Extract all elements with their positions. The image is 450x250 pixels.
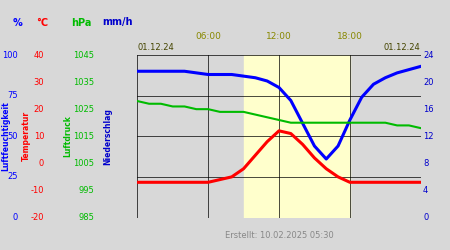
Text: -20: -20	[31, 213, 44, 222]
Text: 20: 20	[423, 78, 433, 86]
Text: 1015: 1015	[73, 132, 94, 141]
Text: 1025: 1025	[73, 105, 94, 114]
Text: 30: 30	[33, 78, 44, 86]
Text: 0: 0	[423, 213, 428, 222]
Text: 75: 75	[7, 91, 18, 100]
Bar	[243, 55, 350, 218]
Text: 1035: 1035	[73, 78, 94, 86]
Text: 01.12.24: 01.12.24	[384, 44, 421, 52]
Text: 0: 0	[39, 159, 44, 168]
Text: 12:00: 12:00	[266, 32, 292, 41]
Text: 24: 24	[423, 50, 433, 59]
Text: Luftfeuchtigkeit: Luftfeuchtigkeit	[1, 102, 10, 171]
Text: Temperatur: Temperatur	[22, 111, 31, 161]
Text: 25: 25	[8, 172, 18, 182]
Text: 1045: 1045	[73, 50, 94, 59]
Text: mm/h: mm/h	[103, 18, 133, 28]
Text: 50: 50	[8, 132, 18, 141]
Text: Erstellt: 10.02.2025 05:30: Erstellt: 10.02.2025 05:30	[225, 230, 333, 239]
Text: 8: 8	[423, 159, 428, 168]
Text: Luftdruck: Luftdruck	[63, 115, 72, 157]
Text: 06:00: 06:00	[195, 32, 221, 41]
Text: 01.12.24: 01.12.24	[137, 44, 174, 52]
Text: 16: 16	[423, 105, 434, 114]
Text: 995: 995	[79, 186, 94, 195]
Text: 4: 4	[423, 186, 428, 195]
Text: 20: 20	[34, 105, 44, 114]
Text: %: %	[12, 18, 22, 28]
Text: 0: 0	[13, 213, 18, 222]
Text: 10: 10	[34, 132, 44, 141]
Text: Niederschlag: Niederschlag	[104, 108, 112, 165]
Text: -10: -10	[31, 186, 44, 195]
Text: 18:00: 18:00	[337, 32, 363, 41]
Text: 12: 12	[423, 132, 433, 141]
Text: 100: 100	[2, 50, 18, 59]
Text: °C: °C	[36, 18, 48, 28]
Text: 40: 40	[34, 50, 44, 59]
Text: hPa: hPa	[71, 18, 91, 28]
Text: 1005: 1005	[73, 159, 94, 168]
Text: 985: 985	[79, 213, 94, 222]
